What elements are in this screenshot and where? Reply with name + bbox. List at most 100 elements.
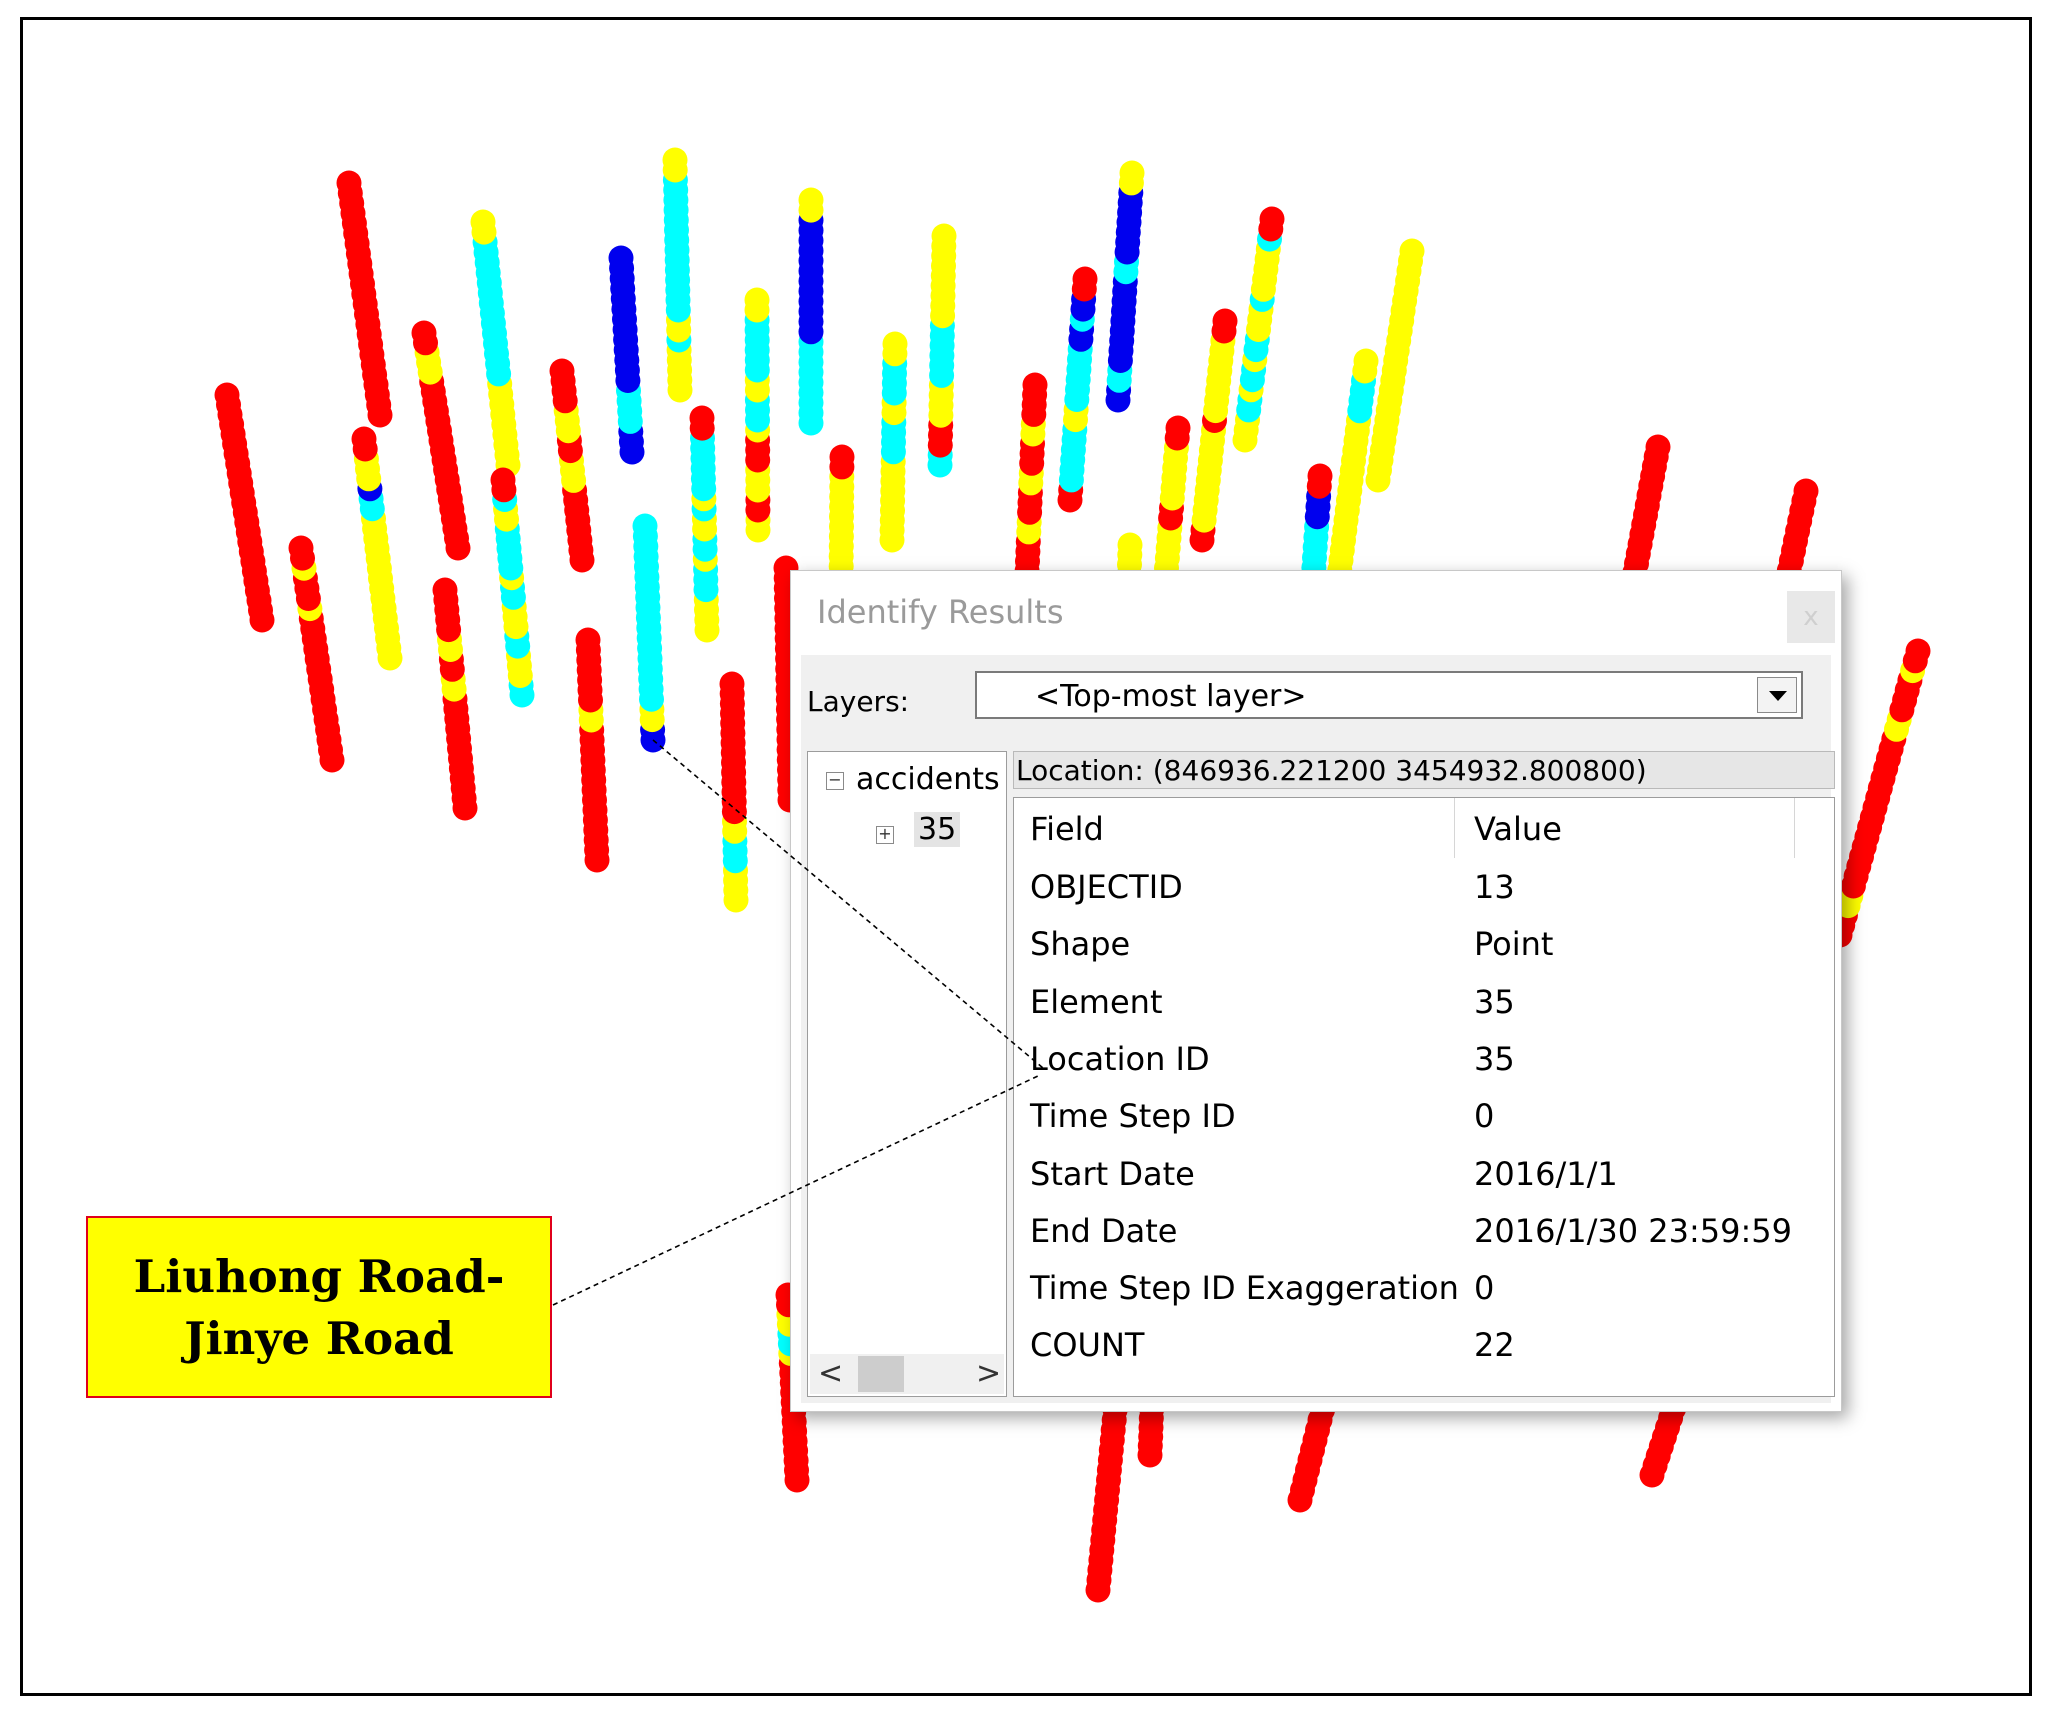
bin-cell[interactable]	[1212, 308, 1238, 334]
column-divider	[1454, 798, 1455, 858]
callout-line-2: Jinye Road	[184, 1312, 454, 1365]
bin-column[interactable]	[288, 535, 345, 773]
table-row[interactable]: End Date 2016/1/30 23:59:59	[1014, 1212, 1834, 1268]
bin-cell[interactable]	[1022, 372, 1048, 398]
tree-node-layer[interactable]: accidents	[856, 762, 1000, 797]
bin-cell[interactable]	[1905, 638, 1931, 664]
tree-horizontal-scrollbar[interactable]: < >	[810, 1354, 1004, 1394]
callout-line-1: Liuhong Road-	[133, 1250, 505, 1303]
scrollbar-thumb[interactable]	[858, 1356, 904, 1392]
layers-dropdown[interactable]: <Top-most layer>	[975, 671, 1803, 719]
chevron-down-icon[interactable]	[1757, 677, 1797, 713]
bin-column[interactable]	[470, 209, 521, 478]
bin-cell[interactable]	[632, 513, 658, 539]
table-row[interactable]: Location ID 35	[1014, 1040, 1834, 1096]
table-row[interactable]: Start Date 2016/1/1	[1014, 1155, 1834, 1211]
expand-icon[interactable]: +	[876, 826, 894, 844]
bin-cell[interactable]	[1117, 532, 1143, 558]
field-cell: COUNT	[1030, 1326, 1145, 1365]
column-divider	[1794, 798, 1795, 858]
bin-cell[interactable]	[1072, 266, 1098, 292]
bin-column[interactable]	[662, 147, 693, 403]
bin-cell[interactable]	[411, 320, 437, 346]
bin-column[interactable]	[1232, 206, 1285, 453]
bin-column[interactable]	[1189, 308, 1238, 553]
value-cell: Point	[1474, 925, 1554, 964]
bin-column[interactable]	[879, 331, 908, 553]
tree-node-feature[interactable]: 35	[914, 812, 961, 847]
field-cell: Start Date	[1030, 1154, 1195, 1193]
field-cell: Time Step ID	[1030, 1097, 1236, 1136]
collapse-icon[interactable]: −	[826, 772, 844, 790]
table-row[interactable]: Time Step ID 0	[1014, 1097, 1834, 1153]
table-row[interactable]: COUNT 22	[1014, 1326, 1834, 1382]
value-cell: 35	[1474, 1039, 1515, 1078]
location-bar: Location: (846936.221200 3454932.800800)	[1013, 751, 1835, 789]
bin-cell[interactable]	[608, 245, 634, 271]
bin-cell[interactable]	[1399, 238, 1425, 264]
bin-column[interactable]	[336, 170, 393, 428]
bin-column[interactable]	[1057, 266, 1098, 513]
layers-label: Layers:	[807, 685, 910, 718]
field-cell: Shape	[1030, 925, 1131, 964]
bin-column[interactable]	[1827, 638, 1931, 948]
bin-column[interactable]	[490, 467, 535, 708]
bin-cell[interactable]	[336, 170, 362, 196]
bin-column[interactable]	[798, 187, 824, 436]
bin-column[interactable]	[927, 223, 957, 478]
bin-column[interactable]	[1105, 160, 1145, 413]
bin-column[interactable]	[1365, 238, 1425, 493]
field-cell: OBJECTID	[1030, 868, 1183, 906]
bin-column[interactable]	[411, 320, 471, 561]
field-column-header[interactable]: Field	[1030, 810, 1104, 848]
bin-cell[interactable]	[1307, 463, 1333, 489]
bin-column[interactable]	[549, 358, 595, 573]
bin-cell[interactable]	[470, 209, 496, 235]
bin-cell[interactable]	[575, 627, 601, 653]
bin-cell[interactable]	[549, 358, 575, 384]
bin-cell[interactable]	[490, 467, 516, 493]
attribute-table[interactable]: Field Value OBJECTID 13 Shape Point Element 3…	[1013, 797, 1835, 1397]
bin-cell[interactable]	[719, 671, 745, 697]
table-row[interactable]: OBJECTID 13	[1014, 868, 1834, 924]
bin-column[interactable]	[632, 513, 666, 753]
scroll-left-icon[interactable]: <	[818, 1356, 844, 1391]
bin-cell[interactable]	[1259, 206, 1285, 232]
bin-column[interactable]	[575, 627, 610, 873]
bin-cell[interactable]	[1353, 348, 1379, 374]
bin-cell[interactable]	[1793, 478, 1819, 504]
layers-selected-value: <Top-most layer>	[1035, 679, 1307, 714]
bin-column[interactable]	[744, 287, 771, 543]
table-row[interactable]: Time Step ID Exaggeration 0	[1014, 1269, 1834, 1325]
bin-cell[interactable]	[214, 382, 240, 408]
bin-column[interactable]	[214, 382, 275, 633]
close-button[interactable]: x	[1787, 591, 1835, 643]
bin-cell[interactable]	[432, 577, 458, 603]
field-cell: Location ID	[1030, 1039, 1210, 1078]
value-column-header[interactable]: Value	[1474, 810, 1562, 848]
bin-cell[interactable]	[1645, 434, 1671, 460]
bin-cell[interactable]	[1119, 160, 1145, 186]
intersection-callout: Liuhong Road- Jinye Road	[86, 1216, 552, 1398]
bin-cell[interactable]	[798, 187, 824, 213]
scroll-right-icon[interactable]: >	[976, 1356, 1002, 1391]
bin-cell[interactable]	[288, 535, 314, 561]
table-row[interactable]: Element 35	[1014, 983, 1834, 1039]
bin-cell[interactable]	[351, 426, 377, 452]
field-cell: End Date	[1030, 1211, 1178, 1250]
results-tree[interactable]: − accidents + 35 < >	[807, 751, 1007, 1397]
identify-results-dialog[interactable]: Identify Results x Layers: <Top-most lay…	[790, 570, 1842, 1412]
bin-cell[interactable]	[689, 405, 715, 431]
value-cell: 0	[1474, 1269, 1495, 1308]
bin-cell[interactable]	[931, 223, 957, 249]
bin-cell[interactable]	[829, 444, 855, 470]
bin-column[interactable]	[351, 426, 403, 671]
bin-cell[interactable]	[882, 331, 908, 357]
bin-cell[interactable]	[662, 147, 688, 173]
bin-column[interactable]	[689, 405, 720, 643]
bin-cell[interactable]	[744, 287, 770, 313]
table-row[interactable]: Shape Point	[1014, 925, 1834, 981]
bin-column[interactable]	[432, 577, 478, 821]
bin-cell[interactable]	[1165, 415, 1191, 441]
bin-column[interactable]	[608, 245, 645, 465]
